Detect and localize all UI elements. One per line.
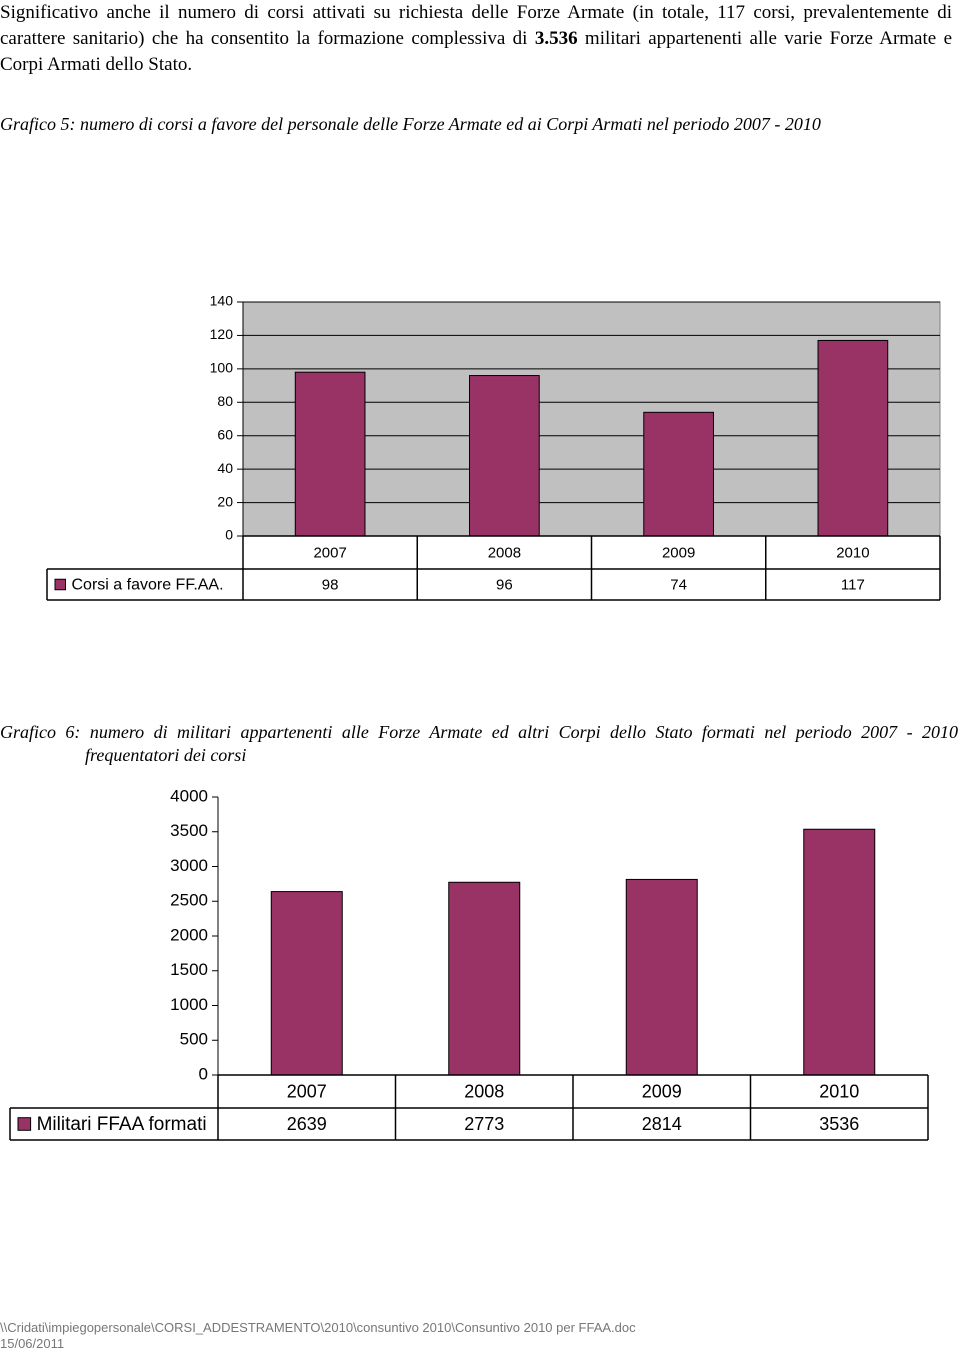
chart-title: Grafico 6: numero di militari appartenen… — [0, 722, 958, 765]
bar — [469, 375, 540, 537]
bar — [803, 828, 876, 1076]
category-label: 2009 — [662, 544, 695, 561]
bar — [817, 339, 889, 537]
y-tick-label: 3500 — [170, 821, 208, 840]
y-tick-label: 80 — [217, 393, 233, 409]
category-label: 2010 — [819, 1081, 859, 1101]
text: Significativo anche il numero di corsi a… — [0, 2, 952, 49]
y-tick-label: 4000 — [170, 786, 208, 805]
bar — [270, 891, 343, 1076]
y-tick-label: 2500 — [170, 891, 208, 910]
y-tick-label: 40 — [217, 460, 233, 476]
bar — [294, 371, 366, 537]
category-label: 2009 — [642, 1081, 682, 1101]
value-cell: 98 — [322, 576, 339, 593]
category-label: 2010 — [836, 544, 869, 561]
legend-swatch — [17, 1117, 32, 1131]
value-cell: 96 — [496, 576, 513, 593]
y-tick-label: 140 — [210, 293, 234, 309]
legend-label: Corsi a favore FF.AA. — [72, 577, 224, 594]
paragraph: Significativo anche il numero di corsi a… — [0, 0, 952, 78]
legend-swatch — [54, 578, 66, 591]
y-tick-label: 2000 — [170, 925, 208, 944]
value-cell: 74 — [670, 576, 687, 593]
footer-path: \\Cridati\impiegopersonale\CORSI_ADDESTR… — [0, 1320, 636, 1335]
value-cell: 3536 — [819, 1114, 859, 1134]
y-tick-label: 60 — [217, 426, 233, 442]
value-cell: 2773 — [464, 1114, 504, 1134]
bar — [643, 411, 714, 537]
text: militari appartenenti alle varie Forze A… — [0, 28, 953, 75]
category-label: 2007 — [313, 544, 346, 561]
chart-title: Grafico 5: numero di corsi a favore del … — [0, 114, 821, 134]
y-tick-label: 100 — [210, 360, 234, 376]
y-tick-label: 20 — [217, 493, 233, 509]
footer-date: 15/06/2011 — [0, 1336, 65, 1351]
legend-label: Militari FFAA formati — [37, 1114, 207, 1135]
category-label: 2008 — [488, 544, 521, 561]
y-tick-label: 1000 — [170, 995, 208, 1014]
y-tick-label: 3000 — [170, 856, 208, 875]
value-cell: 117 — [841, 576, 865, 593]
bar — [625, 878, 698, 1076]
y-tick-label: 0 — [225, 527, 233, 543]
value-cell: 2814 — [642, 1114, 682, 1134]
value-cell: 2639 — [287, 1114, 327, 1134]
category-label: 2008 — [464, 1081, 504, 1101]
bold-text: 3.536 — [534, 28, 578, 49]
y-tick-label: 500 — [180, 1030, 208, 1049]
category-label: 2007 — [287, 1081, 327, 1101]
bar — [448, 881, 521, 1076]
y-tick-label: 0 — [199, 1064, 208, 1083]
y-tick-label: 1500 — [170, 960, 208, 979]
y-tick-label: 120 — [210, 326, 234, 342]
